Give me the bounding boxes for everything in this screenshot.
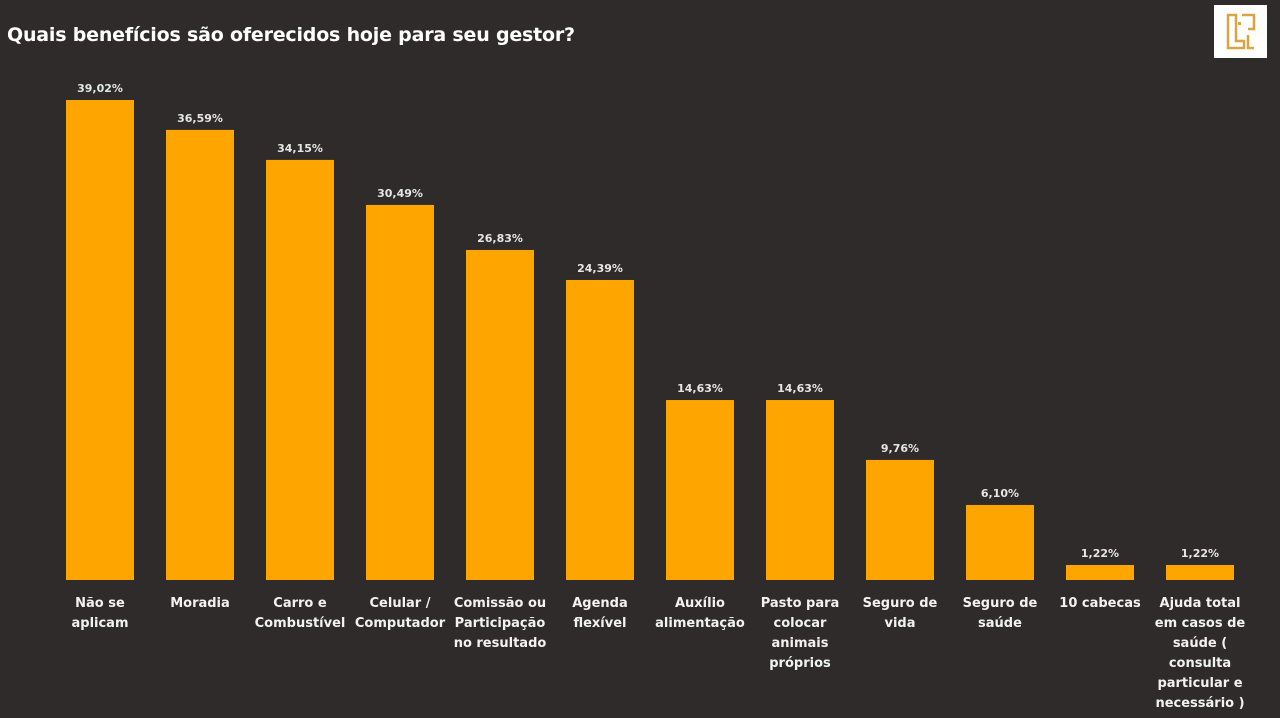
category-label-7: Pasto para colocar animais próprios [761, 596, 840, 671]
bar-1 [166, 129, 234, 580]
value-label-0: 39,02% [77, 82, 123, 95]
brand-logo-shape [1226, 13, 1256, 50]
category-label-6: Auxílio alimentação [655, 596, 745, 631]
value-label-5: 24,39% [577, 262, 623, 275]
bar-11 [1166, 564, 1234, 580]
value-label-7: 14,63% [777, 382, 823, 395]
bar-9 [966, 504, 1034, 580]
category-label-8: Seguro de vida [863, 596, 938, 631]
bar-4 [466, 249, 534, 581]
category-label-4: Comissão ou Participação no resultado [454, 596, 547, 651]
category-label-2: Carro e Combustível [255, 596, 346, 631]
value-label-11: 1,22% [1181, 547, 1219, 560]
bar-8 [866, 459, 934, 580]
category-label-0: Não se aplicam [71, 596, 128, 631]
value-label-3: 30,49% [377, 187, 423, 200]
category-label-11: Ajuda total em casos de saúde (consulta par… [1155, 596, 1246, 711]
category-label-9: Seguro de saúde [963, 596, 1038, 631]
bar-3 [366, 204, 434, 581]
bar-0 [66, 100, 134, 580]
value-label-1: 36,59% [177, 112, 223, 125]
bar-7 [766, 400, 834, 580]
value-label-8: 9,76% [881, 442, 919, 455]
category-label-5: Agenda flexível [572, 596, 628, 631]
bar-2 [266, 159, 334, 580]
value-label-4: 26,83% [477, 232, 523, 245]
category-label-1: Moradia [170, 596, 230, 611]
value-label-9: 6,10% [981, 487, 1019, 500]
category-label-10: 10 cabecas [1059, 596, 1141, 611]
bar-5 [566, 279, 634, 580]
category-label-3: Celular / Computador [355, 596, 446, 631]
value-label-2: 34,15% [277, 142, 323, 155]
chart-title: Quais benefícios são oferecidos hoje par… [7, 24, 575, 46]
bar-10 [1066, 564, 1134, 580]
value-label-10: 1,22% [1081, 547, 1119, 560]
brand-logo-icon [1214, 5, 1267, 58]
value-label-6: 14,63% [677, 382, 723, 395]
bar-6 [666, 400, 734, 580]
